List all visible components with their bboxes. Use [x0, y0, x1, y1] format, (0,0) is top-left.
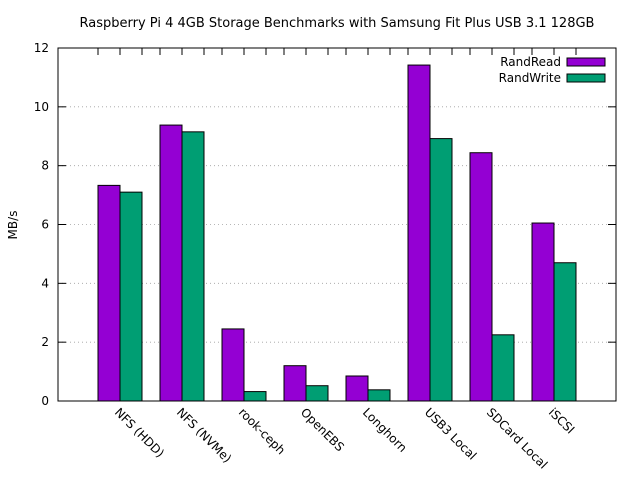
x-tick-label: iSCSI: [546, 405, 577, 436]
legend-swatch: [566, 73, 606, 83]
legend-swatch: [566, 57, 606, 67]
legend: RandRead RandWrite: [499, 55, 606, 85]
y-axis-ticks: 0 2 4 6 8 10 12: [34, 41, 616, 408]
bar-randwrite: [119, 191, 143, 402]
bar-randread: [159, 124, 183, 402]
x-tick-label: Longhorn: [360, 405, 410, 455]
plot-frame: [57, 47, 617, 402]
bar-randread: [407, 64, 431, 402]
x-tick-label: SDCard Local: [484, 405, 550, 471]
x-tick-label: NFS (HDD): [112, 405, 167, 460]
x-tick-label: rook-ceph: [236, 405, 288, 457]
y-axis-label: MB/s: [6, 211, 20, 240]
x-tick-label: NFS (NVMe): [174, 405, 234, 465]
y-tick-label: 0: [41, 394, 49, 408]
bar-randwrite: [243, 391, 267, 402]
y-tick-label: 12: [34, 41, 49, 55]
legend-label: RandRead: [500, 55, 561, 69]
y-tick-label: 10: [34, 100, 49, 114]
bar-randwrite: [305, 385, 329, 402]
grid-lines: [58, 106, 616, 343]
bar-randread: [283, 365, 307, 402]
bar-randwrite: [181, 131, 205, 402]
x-tick-label: USB3 Local: [422, 405, 479, 462]
bar-randwrite: [553, 262, 577, 402]
bar-randread: [469, 152, 493, 402]
x-tick-label: OpenEBS: [298, 405, 347, 454]
y-tick-label: 8: [41, 159, 49, 173]
bar-randread: [345, 375, 369, 402]
bar-randwrite: [491, 334, 515, 402]
bar-randread: [221, 328, 245, 402]
y-tick-label: 4: [41, 276, 49, 290]
bars: [97, 64, 577, 402]
y-tick-label: 2: [41, 335, 49, 349]
legend-label: RandWrite: [499, 71, 561, 85]
bar-randread: [97, 184, 121, 402]
chart-title: Raspberry Pi 4 4GB Storage Benchmarks wi…: [80, 16, 595, 31]
y-tick-label: 6: [41, 218, 49, 232]
bar-randwrite: [429, 138, 453, 402]
bar-randread: [531, 222, 555, 402]
bar-randwrite: [367, 389, 391, 402]
